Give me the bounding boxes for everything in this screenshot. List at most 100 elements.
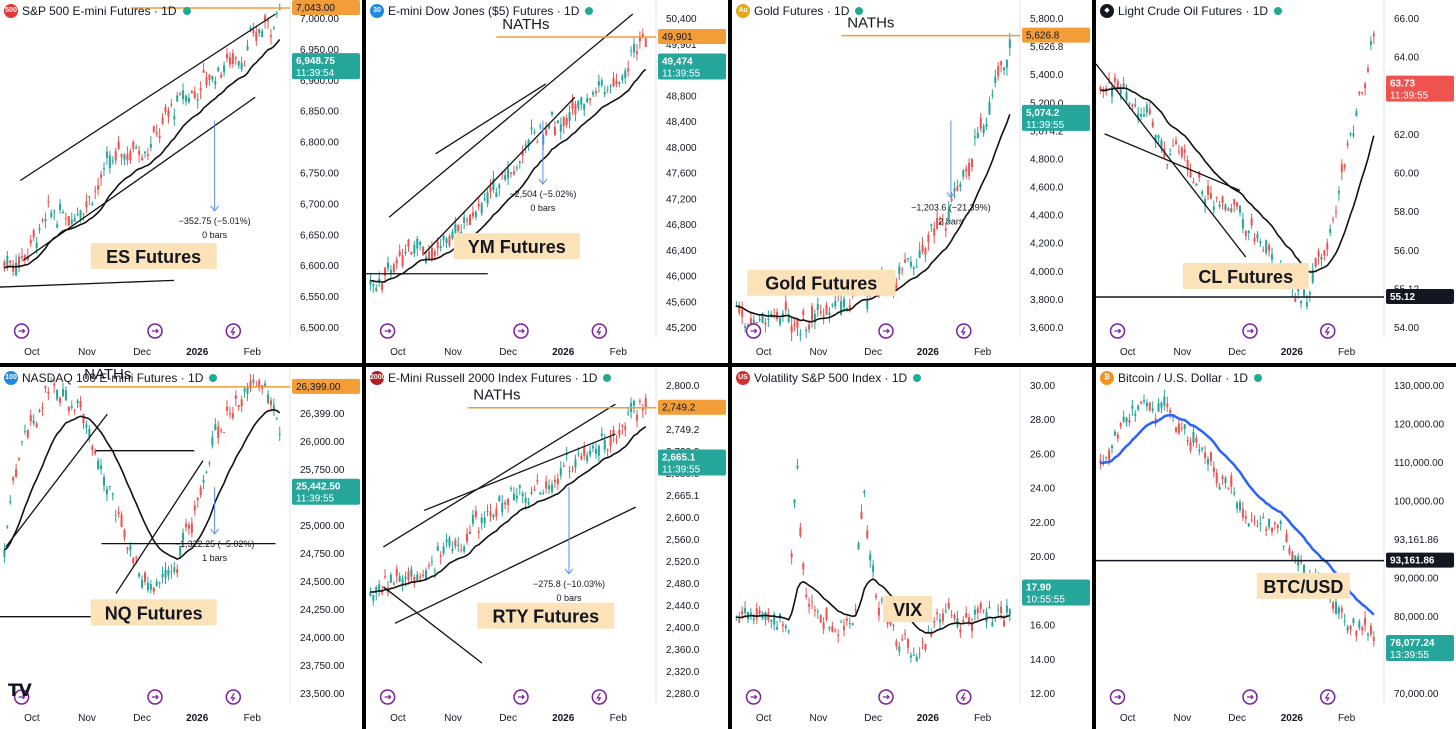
trend-line[interactable] [19, 13, 276, 182]
candle-body [460, 231, 463, 234]
candle-body [1244, 231, 1247, 237]
chart-title-bar[interactable]: 2000 E-Mini Russell 2000 Index Futures · … [370, 371, 612, 385]
trend-line[interactable] [0, 279, 175, 288]
candle-body [243, 65, 246, 67]
candle-body [457, 224, 460, 232]
y-tick-label: 47,600 [666, 169, 697, 180]
chart-canvas[interactable]: 130,000.00 120,000.00 110,000.00 100,000.00… [1096, 367, 1456, 729]
candle-body [47, 391, 50, 394]
candle-body [378, 584, 381, 592]
chart-title: Volatility S&P 500 Index · 1D [754, 371, 908, 385]
chart-canvas[interactable]: 5,800.05,626.85,400.05,200.05,074.24,800… [732, 0, 1092, 363]
trend-line[interactable] [1104, 133, 1241, 192]
flash-event-icon[interactable] [1320, 689, 1336, 705]
candle-body [278, 433, 281, 435]
event-glyph [518, 328, 525, 334]
trend-line[interactable] [115, 460, 204, 594]
candle-body [509, 487, 513, 489]
trend-line[interactable] [435, 83, 547, 155]
chart-panel: 30 E-mini Dow Jones ($5) Futures · 1D 50,4… [366, 0, 728, 363]
candle-body [621, 425, 624, 427]
trend-line[interactable] [5, 413, 108, 548]
y-tick-label: 6,500.00 [300, 323, 339, 334]
flash-event-icon[interactable] [591, 323, 608, 339]
candle-body [930, 224, 933, 226]
ath-label: NATHs [847, 15, 894, 32]
chart-title-bar[interactable]: US Volatility S&P 500 Index · 1D [736, 371, 922, 385]
chart-canvas[interactable]: 66.00 64.00 63.73 62.00 60.00 58.00 56.00 55.12… [1096, 0, 1456, 363]
y-tick-label: 4,800.0 [1030, 154, 1064, 165]
candle-body [237, 61, 240, 66]
candle-body [773, 614, 776, 625]
candle-body [1215, 472, 1218, 484]
candle-body [624, 426, 627, 430]
candle-body [1364, 83, 1367, 89]
y-tick-label: 70,000.00 [1394, 689, 1439, 700]
candle-body [94, 190, 97, 192]
candle-body [501, 502, 504, 513]
chart-canvas[interactable]: 30.00 28.00 26.00 24.00 22.00 20.00 17.90 16.00… [732, 367, 1092, 729]
chart-canvas[interactable]: 50,400 49,901 49,474 48,800 48,400 48,000 47,6… [366, 0, 728, 363]
candle-body [906, 639, 910, 648]
candle-body [976, 608, 979, 614]
candle-body [950, 615, 953, 617]
chart-title-bar[interactable]: 100 NASDAQ 100 E-mini Futures · 1D [4, 371, 218, 385]
flash-event-icon[interactable] [956, 689, 972, 705]
candle-body [781, 624, 784, 627]
y-tick-label: 58.00 [1394, 207, 1419, 218]
candle-body [480, 203, 483, 214]
candle-body [790, 325, 793, 333]
candle-body [471, 514, 474, 524]
asset-label-box [90, 599, 217, 626]
trend-line[interactable] [22, 96, 256, 261]
trend-line[interactable] [394, 506, 636, 624]
candle-body [240, 399, 243, 407]
candle-body [755, 608, 758, 619]
candle-body [606, 89, 609, 91]
candle-body [787, 631, 790, 633]
trend-line[interactable] [423, 433, 616, 512]
flash-event-icon[interactable] [956, 323, 972, 339]
candle-body [12, 264, 15, 272]
candle-body [1160, 402, 1163, 408]
candle-body [524, 144, 527, 147]
trend-line[interactable] [388, 13, 634, 218]
y-tick-label: 2,600.0 [666, 513, 700, 524]
asset-label-text: Gold Futures [765, 274, 877, 294]
candle-body [1317, 251, 1320, 257]
support-tag [1386, 289, 1454, 305]
flash-event-icon[interactable] [591, 689, 608, 705]
candle-body [1005, 605, 1008, 613]
candle-body [214, 424, 217, 431]
flash-event-icon[interactable] [1320, 323, 1336, 339]
last-price-tag [1022, 104, 1090, 131]
flash-event-icon[interactable] [225, 689, 242, 705]
candle-body [1154, 418, 1157, 422]
flash-event-icon[interactable] [225, 323, 242, 339]
trend-line[interactable] [423, 96, 576, 255]
last-price-text: 5,074.2 [1026, 108, 1060, 119]
chart-title-bar[interactable]: 500 S&P 500 E-mini Futures · 1D [4, 4, 191, 18]
trend-line[interactable] [1096, 63, 1247, 258]
candle-body [933, 228, 936, 236]
chart-title-bar[interactable]: ◆ Light Crude Oil Futures · 1D [1100, 4, 1283, 18]
chart-title-bar[interactable]: ₿ Bitcoin / U.S. Dollar · 1D [1100, 371, 1263, 385]
event-glyph [596, 326, 602, 336]
trend-line[interactable] [383, 586, 483, 664]
candle-body [1110, 86, 1114, 97]
y-tick-label: 48,000 [666, 143, 697, 154]
candle-body [1372, 33, 1375, 37]
chart-title-bar[interactable]: Au Gold Futures · 1D [736, 4, 864, 18]
chart-canvas[interactable]: 2,800.02,760.02,749.22,720.02,680.02,665… [366, 367, 728, 729]
y-tick-label: 60.00 [1394, 169, 1419, 180]
candle-body [463, 546, 466, 552]
ath-price-tag [658, 28, 726, 44]
candle-body [580, 97, 583, 105]
candle-body [921, 641, 924, 643]
candle-body [869, 554, 872, 561]
chart-title-bar[interactable]: 30 E-mini Dow Jones ($5) Futures · 1D [370, 4, 594, 18]
chart-canvas[interactable]: 26,500.0026,399.0026,000.0025,750.0025,4… [0, 367, 362, 729]
trend-line[interactable] [383, 403, 616, 548]
chart-canvas[interactable]: 7,000.00 6,950.00 6,900.00 6,850.00 6,800.00… [0, 0, 362, 363]
candle-body [822, 622, 825, 629]
